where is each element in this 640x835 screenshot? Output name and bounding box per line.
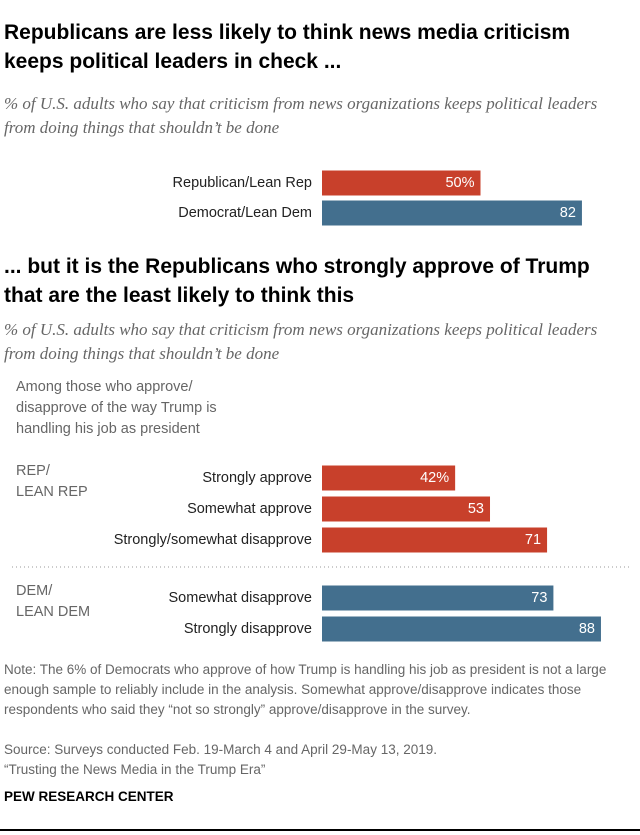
title-2: ... but it is the Republicans who strong… bbox=[4, 255, 590, 307]
value-label: 50% bbox=[445, 175, 474, 191]
group-label: LEAN REP bbox=[16, 484, 88, 500]
source: Source: Surveys conducted Feb. 19-March … bbox=[4, 742, 437, 757]
category-label: Somewhat approve bbox=[187, 501, 312, 517]
credit: PEW RESEARCH CENTER bbox=[4, 789, 174, 804]
group-label: DEM/ bbox=[16, 583, 53, 599]
bar bbox=[322, 616, 601, 642]
note: Note: The 6% of Democrats who approve of… bbox=[4, 662, 607, 717]
category-label: Republican/Lean Rep bbox=[173, 175, 312, 191]
category-label: Strongly disapprove bbox=[184, 621, 312, 637]
bar bbox=[322, 585, 554, 611]
bar bbox=[322, 527, 548, 553]
category-label: Strongly approve bbox=[202, 470, 312, 486]
category-label: Somewhat disapprove bbox=[169, 590, 312, 606]
group-label: REP/ bbox=[16, 463, 51, 479]
bar bbox=[322, 465, 456, 491]
intro: Among those who approve/ disapprove of t… bbox=[16, 379, 217, 437]
value-label: 88 bbox=[579, 621, 595, 637]
report: “Trusting the News Media in the Trump Er… bbox=[4, 762, 266, 777]
group-label: LEAN DEM bbox=[16, 604, 90, 620]
subtitle-2: % of U.S. adults who say that criticism … bbox=[4, 320, 598, 363]
bottom-rule bbox=[0, 829, 640, 831]
bar bbox=[322, 200, 582, 226]
category-label: Democrat/Lean Dem bbox=[178, 205, 312, 221]
subtitle-1: % of U.S. adults who say that criticism … bbox=[4, 94, 598, 137]
bar bbox=[322, 496, 491, 522]
value-label: 71 bbox=[525, 532, 541, 548]
bars: Republican/Lean Rep 50% Democrat/Lean Dem 8… bbox=[12, 170, 630, 642]
value-label: 53 bbox=[468, 501, 484, 517]
value-label: 73 bbox=[531, 590, 547, 606]
bar bbox=[322, 170, 481, 196]
value-label: 42% bbox=[420, 470, 449, 486]
value-label: 82 bbox=[560, 205, 576, 221]
category-label: Strongly/somewhat disapprove bbox=[114, 532, 312, 548]
title-1: Republicans are less likely to think new… bbox=[4, 21, 571, 73]
